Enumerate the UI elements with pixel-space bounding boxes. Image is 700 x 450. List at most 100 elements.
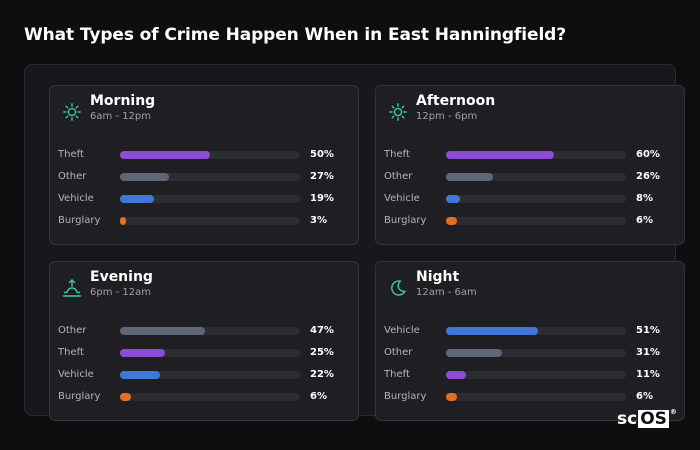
crime-row-vehicle: Vehicle 51% [376, 324, 686, 338]
bar-fill-burglary [120, 393, 131, 401]
card-title: Night [416, 269, 460, 285]
bar-fill-burglary [446, 217, 457, 225]
bar-fill-vehicle [446, 195, 461, 203]
crime-row-theft: Theft 25% [50, 346, 360, 360]
card-subtitle: 6pm - 12am [90, 287, 152, 298]
crime-percentage: 6% [636, 391, 653, 402]
moon-icon [388, 278, 408, 298]
bar-fill-theft [446, 151, 554, 159]
crime-label: Theft [384, 149, 410, 160]
crime-percentage: 60% [636, 149, 660, 160]
crime-percentage: 47% [310, 325, 334, 336]
crime-row-theft: Theft 60% [376, 148, 686, 162]
crime-label: Other [384, 171, 413, 182]
bar-track [120, 327, 300, 335]
crime-row-burglary: Burglary 3% [50, 214, 360, 228]
bar-track [120, 371, 300, 379]
bar-track [446, 195, 626, 203]
card-subtitle: 6am - 12pm [90, 111, 152, 122]
bar-track [446, 327, 626, 335]
bar-track [120, 173, 300, 181]
crime-row-burglary: Burglary 6% [376, 214, 686, 228]
card-title: Morning [90, 93, 156, 109]
crime-row-other: Other 26% [376, 170, 686, 184]
bar-fill-vehicle [120, 371, 160, 379]
crime-percentage: 27% [310, 171, 334, 182]
card-morning: Morning 6am - 12pm Theft 50% Other 27% Vehicle… [49, 85, 359, 245]
logo-sc: sc [617, 409, 638, 429]
bar-fill-other [120, 173, 169, 181]
crime-percentage: 26% [636, 171, 660, 182]
bar-fill-other [446, 173, 493, 181]
bar-fill-theft [120, 349, 165, 357]
crime-label: Other [384, 347, 413, 358]
crime-label: Vehicle [58, 193, 94, 204]
crime-percentage: 11% [636, 369, 660, 380]
bar-track [446, 393, 626, 401]
crime-row-burglary: Burglary 6% [50, 390, 360, 404]
bar-fill-burglary [446, 393, 457, 401]
crime-row-vehicle: Vehicle 19% [50, 192, 360, 206]
crime-label: Theft [384, 369, 410, 380]
card-title: Evening [90, 269, 153, 285]
bar-fill-other [120, 327, 205, 335]
bar-fill-burglary [120, 217, 126, 225]
crime-row-other: Other 31% [376, 346, 686, 360]
crime-row-theft: Theft 50% [50, 148, 360, 162]
card-title: Afternoon [416, 93, 496, 109]
bar-track [120, 151, 300, 159]
card-subtitle: 12pm - 6pm [416, 111, 478, 122]
card-night: Night 12am - 6am Vehicle 51% Other 31% Theft 11… [375, 261, 685, 421]
bar-track [446, 217, 626, 225]
crime-row-other: Other 47% [50, 324, 360, 338]
crime-label: Burglary [384, 215, 427, 226]
bar-track [120, 195, 300, 203]
crime-label: Burglary [384, 391, 427, 402]
crime-label: Theft [58, 347, 84, 358]
crime-percentage: 3% [310, 215, 327, 226]
bar-fill-vehicle [120, 195, 155, 203]
card-afternoon: Afternoon 12pm - 6pm Theft 60% Other 26% Vehic… [375, 85, 685, 245]
crime-row-burglary: Burglary 6% [376, 390, 686, 404]
sunset-icon [62, 278, 82, 298]
scos-logo: sc OS ® [617, 408, 677, 430]
card-subtitle: 12am - 6am [416, 287, 477, 298]
crime-percentage: 22% [310, 369, 334, 380]
sun-icon [388, 102, 408, 122]
logo-registered-mark: ® [669, 408, 677, 416]
crime-percentage: 19% [310, 193, 334, 204]
crime-row-vehicle: Vehicle 8% [376, 192, 686, 206]
crime-row-theft: Theft 11% [376, 368, 686, 382]
bar-track [446, 151, 626, 159]
crime-label: Vehicle [384, 325, 420, 336]
crime-percentage: 6% [310, 391, 327, 402]
page-title: What Types of Crime Happen When in East … [24, 25, 567, 45]
bar-track [446, 349, 626, 357]
bar-track [446, 173, 626, 181]
crime-percentage: 25% [310, 347, 334, 358]
crime-label: Other [58, 325, 87, 336]
crime-percentage: 51% [636, 325, 660, 336]
crime-label: Theft [58, 149, 84, 160]
crime-row-other: Other 27% [50, 170, 360, 184]
logo-os: OS [638, 409, 669, 429]
bar-track [120, 349, 300, 357]
card-evening: Evening 6pm - 12am Other 47% Theft 25% Vehicle… [49, 261, 359, 421]
crime-row-vehicle: Vehicle 22% [50, 368, 360, 382]
crime-label: Other [58, 171, 87, 182]
crime-percentage: 31% [636, 347, 660, 358]
crime-percentage: 8% [636, 193, 653, 204]
bar-fill-theft [446, 371, 466, 379]
crime-label: Burglary [58, 391, 101, 402]
bar-fill-theft [120, 151, 210, 159]
bar-track [120, 217, 300, 225]
crime-percentage: 6% [636, 215, 653, 226]
bar-fill-other [446, 349, 502, 357]
crime-label: Burglary [58, 215, 101, 226]
crime-label: Vehicle [58, 369, 94, 380]
bar-track [120, 393, 300, 401]
crime-percentage: 50% [310, 149, 334, 160]
bar-track [446, 371, 626, 379]
bar-fill-vehicle [446, 327, 538, 335]
crime-label: Vehicle [384, 193, 420, 204]
